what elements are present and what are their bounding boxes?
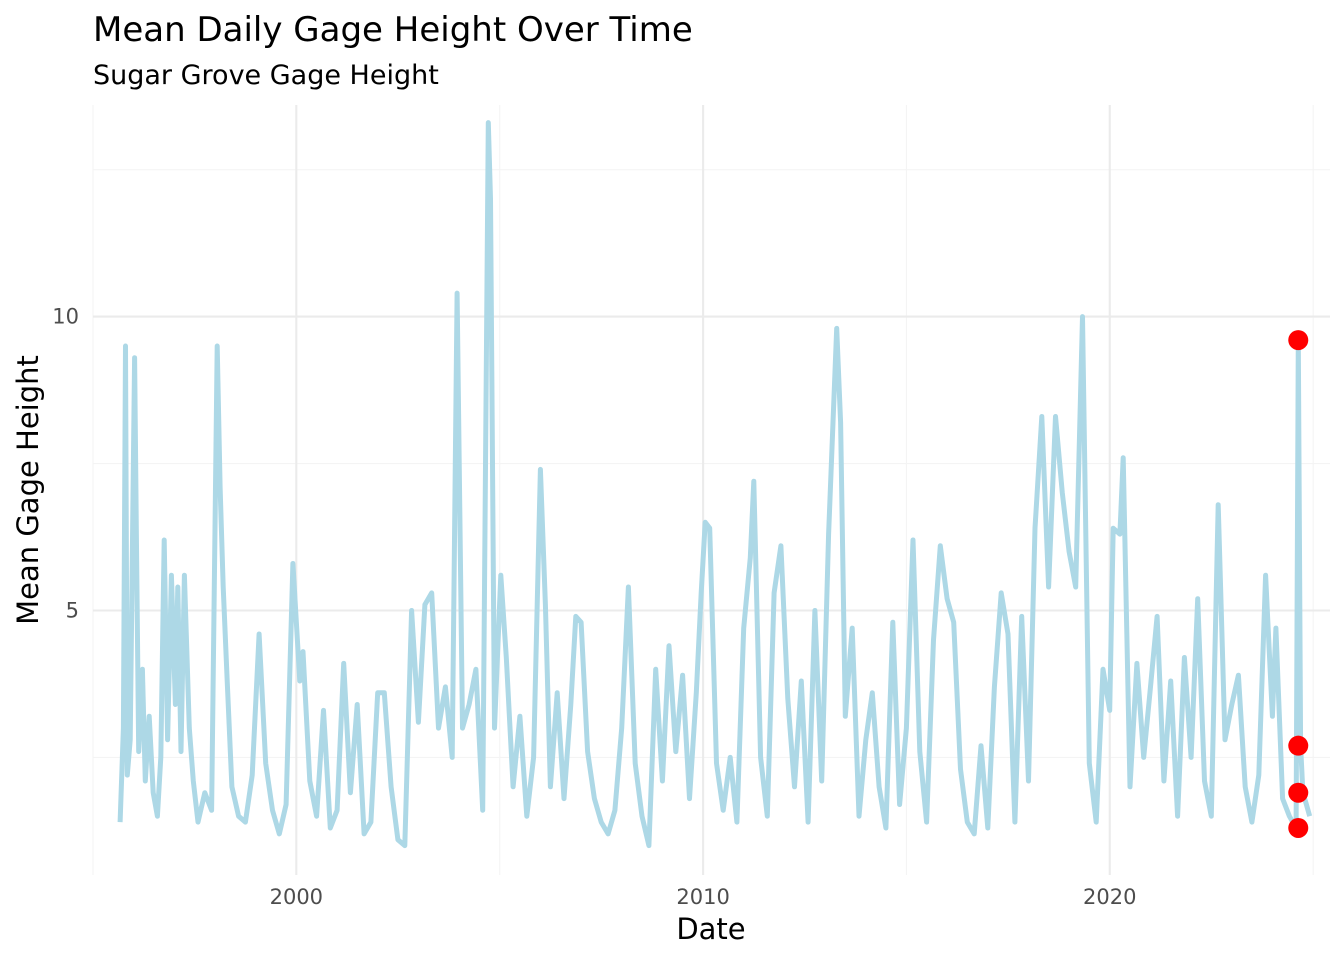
highlight-point-1 — [1288, 735, 1309, 756]
minor-gridlines — [92, 105, 1330, 875]
series-line-0 — [117, 120, 1313, 849]
highlight-points-layer — [1288, 330, 1309, 838]
x-tick-label-2010: 2010 — [676, 885, 729, 909]
highlight-point-0 — [1288, 330, 1309, 351]
x-axis-title: Date — [676, 912, 745, 946]
highlight-point-3 — [1288, 817, 1309, 838]
x-tick-label-2020: 2020 — [1083, 885, 1136, 909]
major-gridlines — [93, 105, 1330, 875]
y-axis-title: Mean Gage Height — [11, 355, 45, 625]
highlight-point-2 — [1288, 782, 1309, 803]
x-tick-label-2000: 2000 — [270, 885, 323, 909]
chart-title: Mean Daily Gage Height Over Time — [93, 10, 693, 50]
y-tick-label-5: 5 — [66, 598, 79, 622]
x-axis-ticks: 2000 2010 2020 — [270, 885, 1137, 909]
series-layer — [117, 120, 1313, 849]
y-axis-ticks: 5 10 — [52, 305, 79, 623]
y-tick-label-10: 10 — [52, 305, 79, 329]
chart-subtitle: Sugar Grove Gage Height — [93, 60, 439, 91]
